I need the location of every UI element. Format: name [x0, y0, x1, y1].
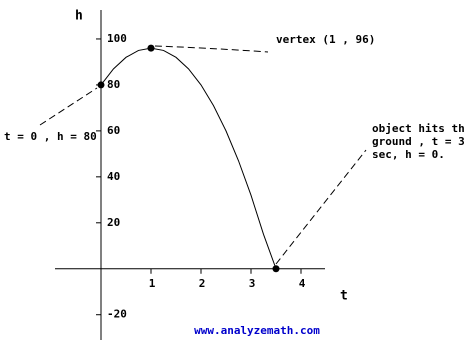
- leader-line: [39, 87, 98, 126]
- x-axis-label: t: [340, 289, 348, 304]
- y-tick-label: 100: [107, 32, 127, 45]
- point: [147, 44, 155, 52]
- curve: [100, 47, 277, 269]
- annotation: object hits the: [372, 122, 464, 135]
- y-tick-label: 60: [107, 124, 120, 137]
- x-tick-label: 4: [299, 277, 306, 290]
- x-tick-label: 3: [249, 277, 256, 290]
- y-tick-label: 20: [107, 216, 120, 229]
- y-tick-label: 80: [107, 78, 120, 91]
- x-tick-label: 2: [199, 277, 206, 290]
- y-tick-label: 40: [107, 170, 120, 183]
- annotation: vertex (1 , 96): [276, 33, 375, 46]
- annotation: t = 0 , h = 80: [4, 130, 97, 143]
- annotation: sec, h = 0.: [372, 148, 445, 161]
- point: [272, 265, 280, 273]
- annotation: ground , t = 3.5: [372, 135, 464, 148]
- x-tick-label: 1: [149, 277, 156, 290]
- y-axis-label: h: [75, 9, 83, 24]
- y-tick-label: -20: [107, 308, 127, 321]
- footer: www.analyzemath.com: [194, 324, 320, 337]
- leader-line: [275, 149, 367, 265]
- point: [97, 81, 105, 89]
- leader-line: [154, 45, 269, 53]
